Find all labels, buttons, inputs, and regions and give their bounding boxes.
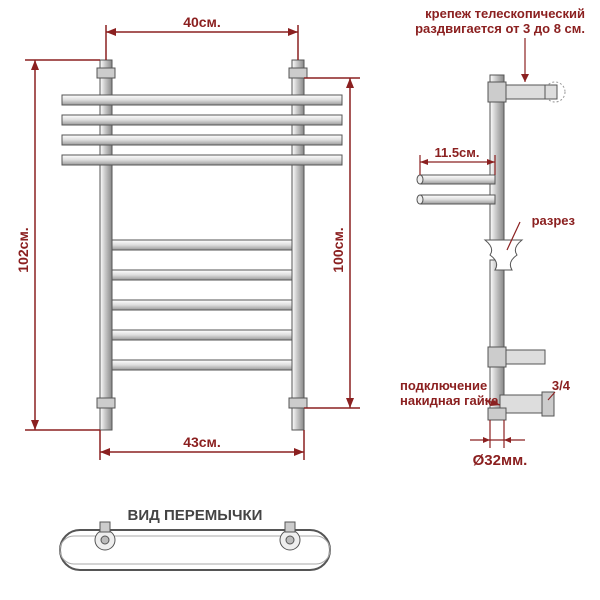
dim-shelf-text: 11.5см. <box>434 145 479 160</box>
dim-bottom-side-text: Ø32мм. <box>473 452 528 469</box>
anno-top-1: крепеж телескопический <box>425 6 585 21</box>
label-conn-2: накидная гайка <box>400 393 499 408</box>
dim-bottom-side: Ø32мм. <box>470 420 527 469</box>
bottom-view: ВИД ПЕРЕМЫЧКИ <box>60 507 330 570</box>
dim-bottom-front: 43см. <box>100 430 304 460</box>
dim-right: 100см. <box>304 78 360 408</box>
side-view: крепеж телескопический раздвигается от 3… <box>400 6 585 469</box>
front-view: 40см. 102см. 100см. 43см. <box>15 14 360 460</box>
dim-top: 40см. <box>106 14 298 60</box>
label-cut: разрез <box>532 213 576 228</box>
bottom-title: ВИД ПЕРЕМЫЧКИ <box>128 507 263 524</box>
label-thread: 3/4 <box>552 378 571 393</box>
dim-shelf: 11.5см. <box>420 145 495 175</box>
dim-bottom-front-text: 43см. <box>183 434 221 450</box>
label-conn-1: подключение <box>400 378 487 393</box>
technical-drawing: 40см. 102см. 100см. 43см. <box>0 0 600 600</box>
anno-top-2: раздвигается от 3 до 8 см. <box>415 21 585 36</box>
dim-left-text: 102см. <box>15 227 31 272</box>
dim-right-text: 100см. <box>330 227 346 272</box>
dim-top-text: 40см. <box>183 14 221 30</box>
